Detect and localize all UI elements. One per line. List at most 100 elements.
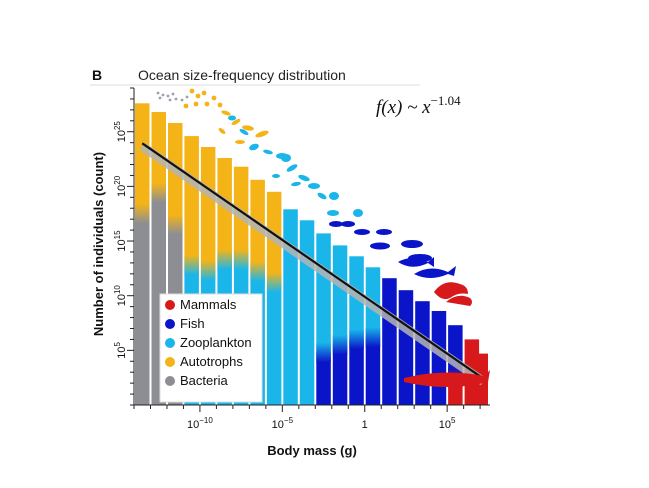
copepod-icon — [263, 149, 273, 155]
bacteria-icon — [158, 96, 162, 100]
small-fish-icon — [370, 242, 390, 250]
copepod-icon — [272, 174, 280, 178]
diatom-icon — [195, 93, 201, 99]
whale-icon — [404, 370, 490, 387]
bacteria-icon — [161, 93, 165, 97]
bar-fish — [316, 352, 331, 405]
fit-line — [141, 142, 485, 380]
small-fish-icon — [354, 229, 370, 235]
y-tick-base: 10 — [116, 294, 128, 306]
bar-zooplankton — [332, 245, 348, 345]
bar-blend — [250, 261, 265, 282]
x-tick-exponent: −5 — [284, 416, 294, 425]
diatom-icon — [235, 140, 245, 144]
bar-autotrophs — [217, 158, 232, 260]
copepod-icon — [317, 192, 327, 200]
y-tick-exponent: 10 — [113, 285, 122, 294]
y-tick-exponent: 25 — [113, 121, 122, 130]
y-tick-label: 105 — [113, 341, 128, 358]
panel-letter: B — [92, 67, 102, 83]
legend-label-fish: Fish — [180, 316, 205, 331]
diatom-icon — [221, 110, 231, 116]
diatom-icon — [231, 118, 241, 126]
bar-blend — [200, 260, 216, 281]
legend-swatch-mammals — [165, 300, 175, 310]
small-fish-icon — [401, 240, 423, 248]
bacteria-icon — [171, 92, 175, 96]
krill-icon — [327, 210, 339, 216]
annotation-exponent: −1.04 — [431, 93, 462, 108]
diatom-icon — [193, 101, 199, 107]
legend-label-zooplankton: Zooplankton — [180, 335, 252, 350]
bar-zooplankton — [283, 209, 298, 405]
diatom-icon — [201, 90, 207, 96]
fit-line-group — [139, 142, 486, 386]
diatom-icon — [204, 101, 210, 107]
bacteria-icon — [156, 91, 160, 95]
diatom-icon — [217, 102, 223, 108]
x-tick-base: 10 — [439, 419, 451, 431]
annotation-base: f(x) ~ x — [376, 97, 431, 118]
y-tick-exponent: 5 — [113, 341, 122, 346]
bar-fish — [349, 339, 364, 405]
bar-blend — [168, 214, 183, 235]
bar-fish — [382, 278, 397, 405]
diatom-icon — [189, 88, 195, 94]
bar-bacteria — [135, 213, 150, 405]
diatom-icon — [183, 103, 189, 109]
y-tick-label: 1025 — [113, 121, 128, 143]
bar-blend — [151, 183, 166, 203]
jellyfish-icon — [329, 192, 339, 200]
legend-swatch-fish — [165, 319, 175, 329]
legend: Mammals Fish Zooplankton Autotrophs Bacteria — [159, 293, 263, 403]
bar-blend — [135, 203, 150, 224]
x-tick-label: 10−10 — [187, 416, 213, 431]
y-tick-base: 10 — [116, 346, 128, 358]
bacteria-icon — [180, 98, 184, 102]
tuna-icon — [398, 257, 434, 267]
bar-fish — [332, 344, 348, 405]
copepod-icon — [249, 143, 259, 151]
jellyfish-icon — [353, 209, 363, 217]
y-tick-base: 10 — [116, 239, 128, 251]
small-fish-icon — [329, 221, 343, 227]
power-law-annotation: f(x) ~ x−1.04 — [376, 93, 461, 118]
bar-blend — [316, 342, 331, 363]
legend-swatch-bacteria — [165, 376, 175, 386]
y-tick-exponent: 15 — [113, 230, 122, 239]
legend-box — [159, 293, 263, 403]
bacteria-icon — [185, 95, 189, 99]
legend-label-autotrophs: Autotrophs — [180, 354, 243, 369]
legend-label-mammals: Mammals — [180, 297, 237, 312]
copepod-icon — [308, 183, 320, 189]
bar-blend — [184, 255, 199, 275]
x-tick-base: 10 — [187, 419, 199, 431]
y-tick-label: 1020 — [113, 175, 128, 197]
bar-blend — [266, 272, 282, 293]
bar-autotrophs — [184, 136, 199, 266]
x-tick-base: 10 — [272, 419, 284, 431]
x-tick-exponent: 5 — [451, 416, 456, 425]
y-tick-exponent: 20 — [113, 175, 122, 184]
seal-icon — [446, 295, 472, 306]
x-tick-label: 10−5 — [272, 416, 294, 431]
bar-blend — [365, 327, 381, 348]
legend-label-bacteria: Bacteria — [180, 373, 228, 388]
diatom-icon — [211, 95, 217, 101]
fit-band — [139, 142, 486, 386]
small-fish-icon — [341, 221, 355, 227]
bacteria-icon — [168, 98, 172, 102]
bar-fish — [365, 337, 381, 405]
panel-title: Ocean size-frequency distribution — [138, 67, 346, 83]
bacteria-icon — [174, 97, 178, 101]
y-tick-base: 10 — [116, 130, 128, 142]
copepod-icon — [291, 181, 301, 187]
seal-icon — [434, 282, 468, 300]
copepod-icon — [286, 164, 298, 172]
x-tick-exponent: −10 — [199, 416, 213, 425]
shark-icon — [414, 266, 456, 278]
x-tick-label: 105 — [439, 416, 456, 431]
bar-fish — [398, 290, 414, 405]
bar-blend — [233, 249, 249, 270]
